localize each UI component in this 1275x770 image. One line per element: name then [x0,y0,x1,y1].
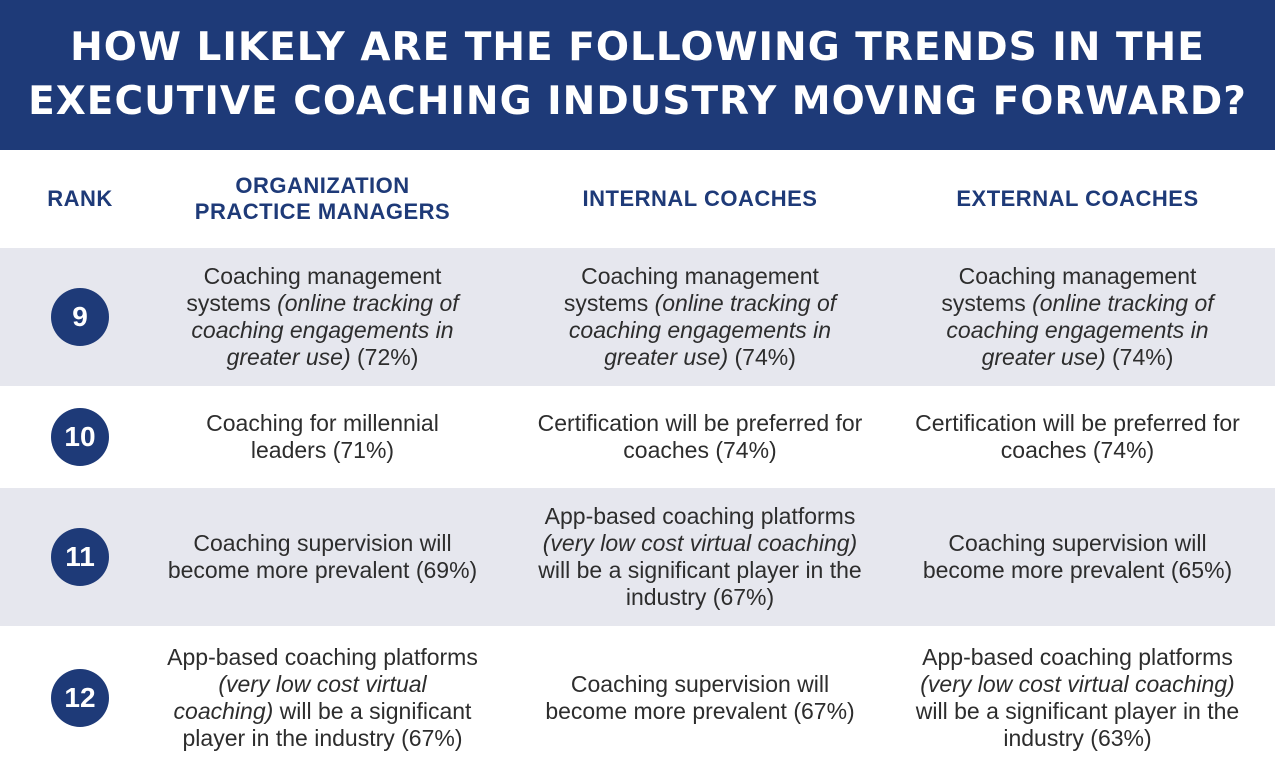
table-row-rank-12: 12 App-based coaching platforms (very lo… [0,626,1275,770]
org-managers-cell: Coaching supervision will become more pr… [160,488,485,626]
org-header-line-2: PRACTICE MANAGERS [194,199,451,224]
internal-coaches-cell: Coaching management systems (online trac… [525,248,875,386]
cell-text: App-based coaching platforms [167,644,478,670]
cell-text: Certification will be preferred for coac… [915,410,1240,463]
column-header-internal-coaches: INTERNAL COACHES [582,186,818,211]
cell-italic-text: (very low cost virtual coaching) [920,671,1235,697]
internal-coaches-cell: App-based coaching platforms (very low c… [525,488,875,626]
cell-text: App-based coaching platforms [922,644,1233,670]
cell-percent-text: will be a significant player in the indu… [182,698,472,751]
org-managers-cell: App-based coaching platforms (very low c… [160,626,485,770]
cell-text: Coaching management systems [563,263,819,316]
cell-text: Coaching management systems [941,263,1197,316]
rank-badge: 11 [51,528,109,586]
column-header-rank: RANK [47,186,113,211]
rank-cell: 9 [0,248,160,386]
title-line-2: EXECUTIVE COACHING INDUSTRY MOVING FORWA… [28,79,1247,124]
org-header-line-1: ORGANIZATION [235,173,410,198]
cell-text: Coaching supervision will become more pr… [922,530,1233,583]
rank-badge: 12 [51,669,109,727]
cell-italic-text: (online tracking of coaching engagements… [191,290,459,370]
internal-coaches-cell: Coaching supervision will become more pr… [525,626,875,770]
table-row-rank-10: 10 Coaching for millennial leaders (71%)… [0,386,1275,488]
cell-percent-text: will be a significant player in the indu… [538,557,862,610]
rank-badge: 10 [51,408,109,466]
table-row-rank-9: 9 Coaching management systems (online tr… [0,248,1275,386]
cell-text: Coaching supervision will become more pr… [545,671,855,724]
cell-italic-text: (very low cost virtual coaching) [173,671,427,724]
rank-cell: 11 [0,488,160,626]
cell-text: Certification will be preferred for coac… [537,410,863,463]
cell-italic-text: (very low cost virtual coaching) [542,530,858,556]
cell-italic-text: (online tracking of coaching engagements… [946,290,1214,370]
cell-text: Coaching management systems [186,263,442,316]
external-coaches-cell: Coaching supervision will become more pr… [900,488,1255,626]
cell-text: Coaching supervision will become more pr… [167,530,478,583]
org-managers-cell: Coaching management systems (online trac… [160,248,485,386]
cell-text: App-based coaching platforms [544,503,856,529]
table-row-rank-11: 11 Coaching supervision will become more… [0,488,1275,626]
cell-percent-text: (74%) [1105,344,1174,370]
rank-cell: 10 [0,386,160,488]
column-header-external-coaches: EXTERNAL COACHES [956,186,1199,211]
external-coaches-cell: App-based coaching platforms (very low c… [900,626,1255,770]
internal-coaches-cell: Certification will be preferred for coac… [525,386,875,488]
title-banner: HOW LIKELY ARE THE FOLLOWING TRENDS IN T… [0,0,1275,150]
external-coaches-cell: Coaching management systems (online trac… [900,248,1255,386]
column-header-organization-practice-managers: ORGANIZATION PRACTICE MANAGERS [160,150,485,248]
external-coaches-cell: Certification will be preferred for coac… [900,386,1255,488]
rank-cell: 12 [0,626,160,770]
column-header-row: RANK ORGANIZATION PRACTICE MANAGERS INTER… [0,150,1275,248]
cell-percent-text: (72%) [350,344,419,370]
org-managers-cell: Coaching for millennial leaders (71%) [160,386,485,488]
title-line-1: HOW LIKELY ARE THE FOLLOWING TRENDS IN T… [70,25,1205,70]
page-title: HOW LIKELY ARE THE FOLLOWING TRENDS IN T… [28,21,1248,129]
cell-text: Coaching for millennial leaders (71%) [206,410,439,463]
cell-percent-text: will be a significant player in the indu… [915,698,1240,751]
rank-badge: 9 [51,288,109,346]
cell-italic-text: (online tracking of coaching engagements… [568,290,837,370]
cell-percent-text: (74%) [728,344,796,370]
